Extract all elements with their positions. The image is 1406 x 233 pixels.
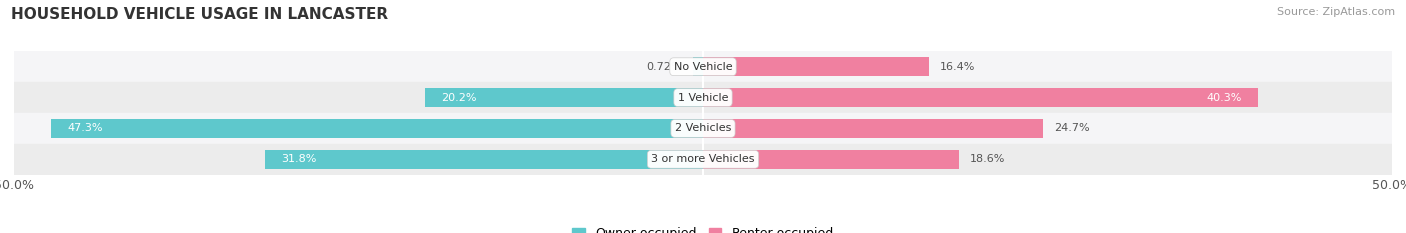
Bar	[14, 82, 1392, 113]
Text: 40.3%: 40.3%	[1206, 93, 1241, 103]
Bar	[264, 150, 703, 169]
Bar	[693, 57, 703, 76]
Text: 3 or more Vehicles: 3 or more Vehicles	[651, 154, 755, 164]
Text: 31.8%: 31.8%	[281, 154, 316, 164]
Bar	[14, 113, 1392, 144]
Text: 24.7%: 24.7%	[1054, 123, 1090, 134]
Bar	[425, 88, 703, 107]
Text: 1 Vehicle: 1 Vehicle	[678, 93, 728, 103]
Legend: Owner-occupied, Renter-occupied: Owner-occupied, Renter-occupied	[568, 222, 838, 233]
Bar	[703, 88, 1258, 107]
Bar	[51, 119, 703, 138]
Text: Source: ZipAtlas.com: Source: ZipAtlas.com	[1277, 7, 1395, 17]
Bar	[14, 144, 1392, 175]
Text: 2 Vehicles: 2 Vehicles	[675, 123, 731, 134]
Text: HOUSEHOLD VEHICLE USAGE IN LANCASTER: HOUSEHOLD VEHICLE USAGE IN LANCASTER	[11, 7, 388, 22]
Text: No Vehicle: No Vehicle	[673, 62, 733, 72]
Bar	[703, 150, 959, 169]
Text: 16.4%: 16.4%	[941, 62, 976, 72]
Bar	[14, 51, 1392, 82]
Text: 0.72%: 0.72%	[647, 62, 682, 72]
Bar	[703, 57, 929, 76]
Bar	[703, 119, 1043, 138]
Text: 20.2%: 20.2%	[441, 93, 477, 103]
Text: 47.3%: 47.3%	[67, 123, 103, 134]
Text: 18.6%: 18.6%	[970, 154, 1005, 164]
